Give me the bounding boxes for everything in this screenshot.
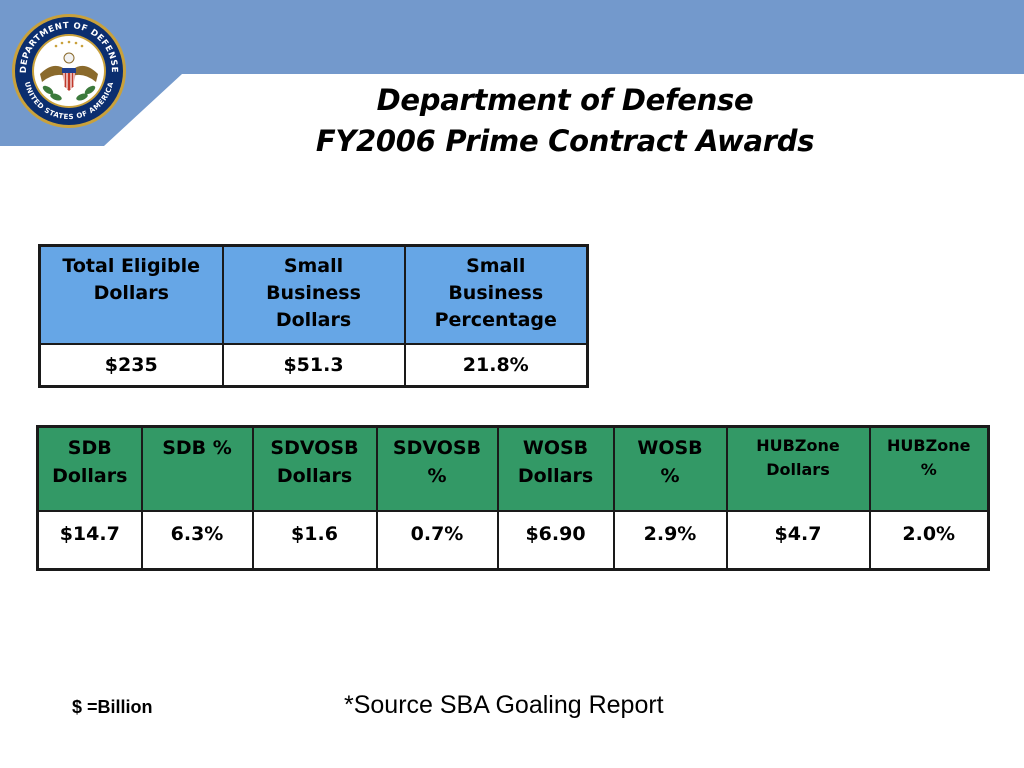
value-sdb-dollars: $14.7 xyxy=(36,510,143,571)
header-hubzone-dollars: HUBZone Dollars xyxy=(725,425,871,512)
summary-value-row: $235 $51.3 21.8% xyxy=(38,343,589,388)
header-small-business-dollars: Small Business Dollars xyxy=(221,244,406,345)
header-wosb-dollars: WOSB Dollars xyxy=(496,425,615,512)
category-table: SDB Dollars SDB % SDVOSB Dollars SDVOSB% W… xyxy=(36,425,990,571)
value-total-eligible-dollars: $235 xyxy=(38,343,224,388)
summary-header-row: Total Eligible Dollars Small Business Do… xyxy=(38,244,589,345)
eagle-icon xyxy=(40,52,98,91)
header-hubzone-percent: HUBZone% xyxy=(868,425,990,512)
value-hubzone-percent: 2.0% xyxy=(868,510,990,571)
stars-icon xyxy=(54,40,84,48)
summary-table: Total Eligible Dollars Small Business Do… xyxy=(38,244,589,388)
value-wosb-percent: 2.9% xyxy=(612,510,728,571)
header-wosb-percent: WOSB% xyxy=(612,425,728,512)
value-small-business-percentage: 21.8% xyxy=(403,343,589,388)
header-banner xyxy=(0,0,1024,146)
unit-note: $ =Billion xyxy=(72,697,153,717)
header-sdvosb-percent: SDVOSB% xyxy=(375,425,499,512)
category-value-row: $14.7 6.3% $1.6 0.7% $6.90 2.9% $4.7 2.0… xyxy=(36,510,990,571)
page-title: Department of Defense FY2006 Prime Contr… xyxy=(200,80,930,162)
header-small-business-percentage: Small Business Percentage xyxy=(403,244,589,345)
source-note: *Source SBA Goaling Report xyxy=(344,691,664,719)
title-line-2: FY2006 Prime Contract Awards xyxy=(315,124,815,158)
value-sdb-percent: 6.3% xyxy=(140,510,254,571)
header-sdb-percent: SDB % xyxy=(140,425,254,512)
value-sdvosb-dollars: $1.6 xyxy=(251,510,378,571)
value-hubzone-dollars: $4.7 xyxy=(725,510,871,571)
category-header-row: SDB Dollars SDB % SDVOSB Dollars SDVOSB% W… xyxy=(36,425,990,512)
laurel-icon xyxy=(42,85,96,101)
header-sdvosb-dollars: SDVOSB Dollars xyxy=(251,425,378,512)
value-sdvosb-percent: 0.7% xyxy=(375,510,499,571)
title-line-1: Department of Defense xyxy=(376,83,754,117)
dod-seal-logo: DEPARTMENT OF DEFENSE UNITED STATES OF A… xyxy=(10,12,128,130)
value-small-business-dollars: $51.3 xyxy=(221,343,406,388)
value-wosb-dollars: $6.90 xyxy=(496,510,615,571)
header-total-eligible-dollars: Total Eligible Dollars xyxy=(38,244,224,345)
header-sdb-dollars: SDB Dollars xyxy=(36,425,143,512)
banner-shape xyxy=(0,0,1024,146)
